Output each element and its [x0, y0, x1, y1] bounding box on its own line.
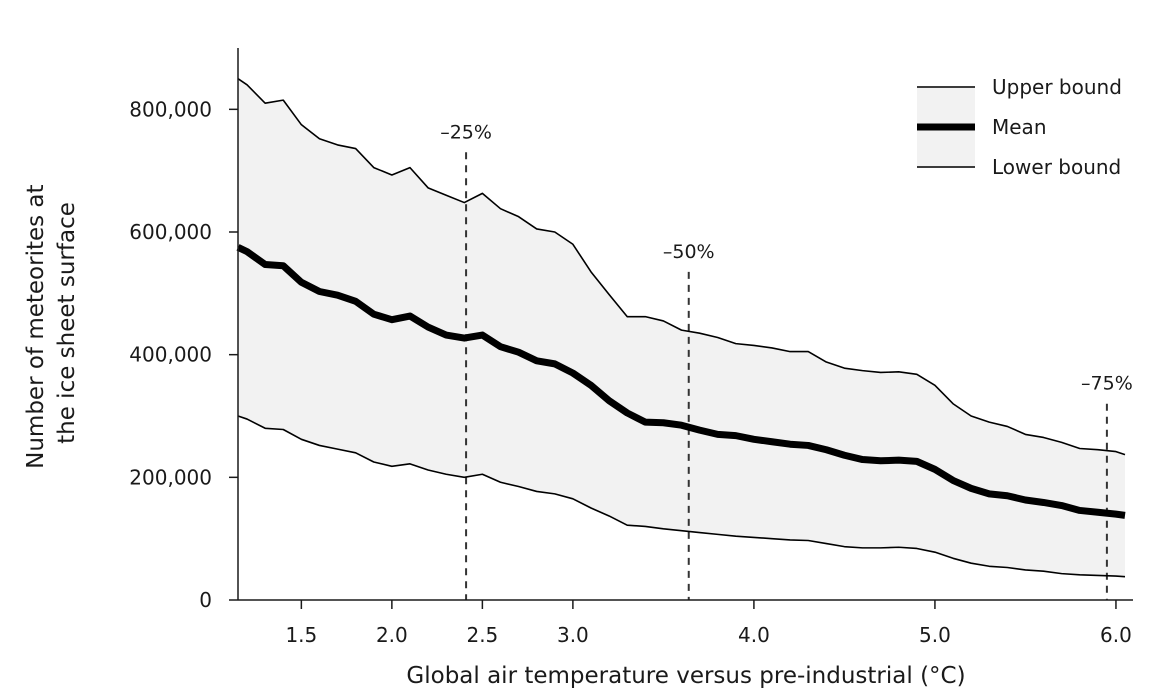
x-tick-label: 6.0	[1100, 623, 1132, 647]
y-tick-label: 600,000	[129, 220, 212, 244]
y-tick-label: 0	[199, 588, 212, 612]
legend-label-mean: Mean	[992, 115, 1047, 139]
x-tick-label: 1.5	[285, 623, 317, 647]
annotation-label-2: –50%	[663, 241, 715, 263]
x-tick-label: 4.0	[738, 623, 770, 647]
x-tick-label: 5.0	[919, 623, 951, 647]
legend-label-lower: Lower bound	[992, 155, 1121, 179]
x-tick-label: 3.0	[557, 623, 589, 647]
y-axis-title-line-1: Number of meteorites at	[23, 184, 49, 468]
annotation-layer: –25% –50% –75%	[440, 121, 1133, 600]
y-axis-title: Number of meteorites at the ice sheet su…	[23, 177, 80, 469]
y-axis-title-line-2: the ice sheet surface	[54, 202, 80, 444]
lower-bound-line	[237, 415, 1126, 578]
upper-bound-line	[237, 78, 1126, 456]
annotation-label-3: –75%	[1081, 373, 1133, 395]
x-tick-label: 2.5	[466, 623, 498, 647]
annotation-label-1: –25%	[440, 121, 492, 143]
y-tick-label: 400,000	[129, 343, 212, 367]
band-area	[238, 78, 1125, 577]
mean-line	[236, 244, 1126, 519]
y-tick-label: 200,000	[129, 465, 212, 489]
x-tick-label: 2.0	[376, 623, 408, 647]
series-layer	[236, 78, 1126, 578]
legend: Upper bound Mean Lower bound	[917, 75, 1122, 179]
legend-label-upper: Upper bound	[992, 75, 1122, 99]
y-tick-label: 800,000	[129, 97, 212, 121]
x-axis-title: Global air temperature versus pre-indust…	[406, 663, 965, 689]
tick-layer: 1.5 2.0 2.5 3.0 4.0 5.0 6.0 0 200,000 400,000 600,…	[129, 97, 1132, 647]
axes	[237, 48, 1133, 601]
uncertainty-band	[238, 78, 1125, 577]
